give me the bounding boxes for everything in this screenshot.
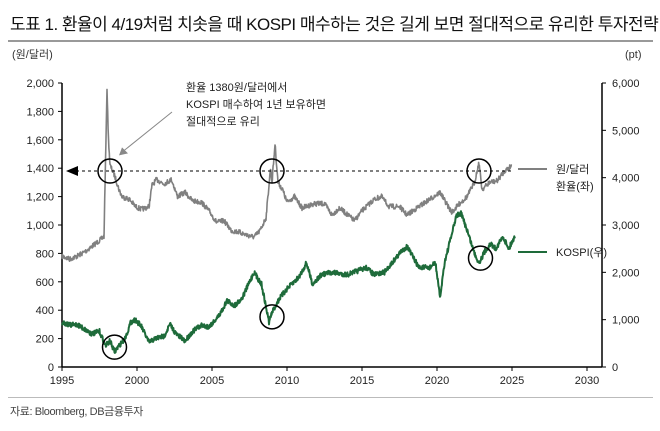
left-tick-label: 600 [36, 277, 54, 289]
legend-label-krw-2: 환율(좌) [556, 180, 594, 193]
left-tick-label: 1,600 [26, 135, 54, 147]
highlight-circle [467, 245, 494, 271]
figure-title: 도표 1. 환율이 4/19처럼 치솟을 때 KOSPI 매수하는 것은 길게 … [10, 15, 659, 34]
annotation-arrow-line [122, 111, 173, 152]
series-line-krw [61, 88, 513, 263]
series-line-kospi [61, 210, 516, 354]
x-tick-label: 2030 [575, 375, 599, 387]
highlight-circle [97, 158, 123, 184]
right-tick-label: 4,000 [612, 173, 640, 185]
left-tick-label: 200 [36, 334, 54, 346]
highlight-circle [101, 334, 128, 360]
left-tick-label: 1,200 [26, 192, 54, 204]
highlight-circle [259, 158, 285, 184]
right-tick-label: 5,000 [612, 125, 640, 137]
highlight-circle [466, 158, 492, 184]
annotation-text: 절대적으로 유리 [186, 115, 260, 128]
legend-label-kospi: KOSPI(우) [556, 246, 607, 259]
left-tick-label: 0 [48, 362, 54, 374]
annotation-text: KOSPI 매수하여 1년 보유하면 [186, 97, 326, 111]
x-tick-label: 1995 [50, 375, 74, 387]
x-tick-label: 2000 [125, 375, 149, 387]
left-axis-unit: (원/달러) [12, 48, 53, 61]
right-tick-label: 2,000 [612, 267, 640, 279]
chart: (원/달러) (pt) 0 200 400 600 800 1,000 1,200 1,400 1,… [12, 48, 642, 387]
right-tick-label: 3,000 [612, 220, 640, 232]
x-tick-label: 2005 [200, 375, 224, 387]
source-note: 자료: Bloomberg, DB금융투자 [10, 406, 144, 418]
source-divider [8, 397, 653, 398]
right-tick-label: 0 [612, 362, 618, 374]
left-tick-label: 1,000 [26, 220, 54, 232]
title-divider [8, 40, 653, 42]
x-tick-label: 2015 [350, 375, 374, 387]
left-tick-label: 400 [36, 305, 54, 317]
x-tick-label: 2025 [500, 375, 524, 387]
x-tick-label: 2010 [275, 375, 299, 387]
left-tick-label: 2,000 [26, 78, 54, 90]
arrow-left-icon [66, 166, 78, 177]
annotation-text: 환율 1380원/달러에서 [186, 81, 287, 94]
left-tick-label: 1,400 [26, 163, 54, 175]
right-tick-label: 6,000 [612, 78, 640, 90]
highlight-circle [259, 304, 285, 330]
left-tick-label: 1,800 [26, 106, 54, 118]
left-tick-label: 800 [36, 248, 54, 260]
annotation-arrowhead-icon [119, 147, 128, 156]
x-tick-label: 2020 [425, 375, 449, 387]
right-axis-unit: (pt) [625, 49, 642, 61]
legend-label-krw: 원/달러 [556, 163, 589, 176]
right-tick-label: 1,000 [612, 315, 640, 327]
